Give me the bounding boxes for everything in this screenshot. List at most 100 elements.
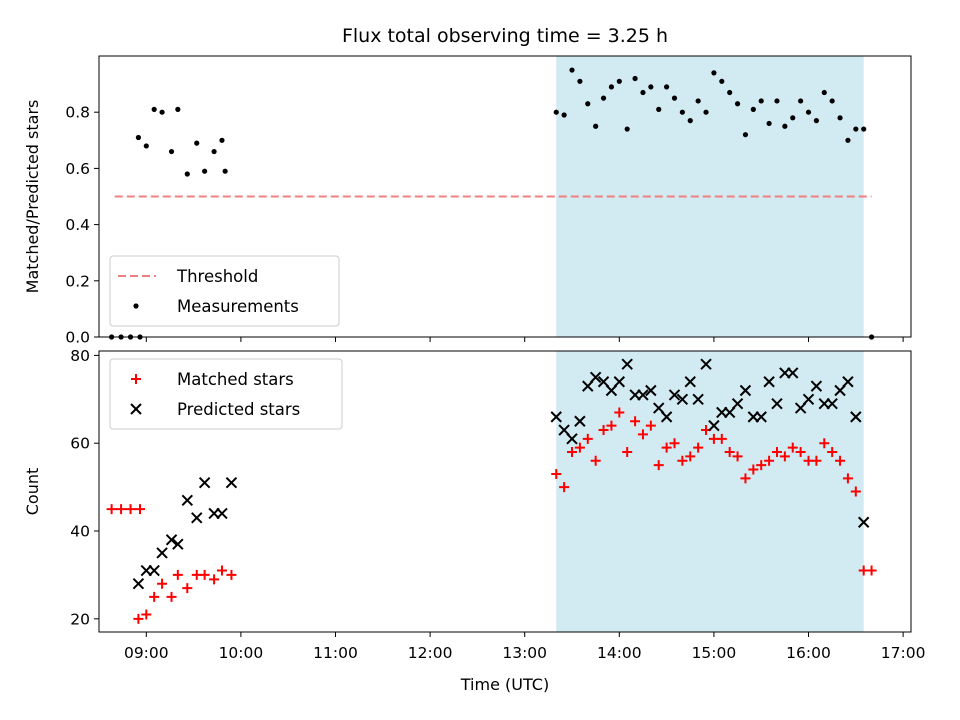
- data-point: [143, 143, 149, 149]
- data-point: [668, 389, 681, 401]
- data-point: [829, 98, 835, 104]
- data-point: [648, 84, 654, 90]
- data-point: [608, 84, 615, 90]
- data-point: [577, 78, 583, 84]
- data-point: [216, 507, 228, 520]
- data-point: [866, 565, 877, 576]
- data-point: [835, 455, 846, 466]
- data-point: [842, 376, 854, 388]
- y-axis-label: Matched/Predicted stars: [23, 100, 42, 294]
- data-point: [148, 564, 160, 577]
- data-point: [656, 106, 662, 112]
- x-axis-label: Time (UTC): [460, 675, 549, 694]
- data-point: [156, 547, 168, 559]
- data-point: [653, 460, 664, 471]
- data-point: [559, 482, 570, 493]
- legend-box: [109, 358, 343, 430]
- data-point: [168, 148, 175, 155]
- data-point: [141, 609, 152, 620]
- data-point: [621, 358, 633, 370]
- data-point: [731, 397, 744, 410]
- data-point: [842, 473, 853, 484]
- data-point: [711, 70, 717, 76]
- x-tick-label: 09:00: [124, 644, 169, 662]
- data-point: [172, 538, 184, 550]
- legend-swatch: [133, 303, 139, 309]
- data-point: [219, 137, 225, 143]
- data-point: [684, 376, 696, 388]
- legend-box: [109, 255, 340, 327]
- data-point: [637, 429, 648, 440]
- data-point: [574, 442, 585, 453]
- data-point: [798, 98, 804, 104]
- data-point: [758, 98, 764, 104]
- x-tick-label: 11:00: [313, 644, 358, 662]
- data-point: [165, 534, 178, 546]
- data-point: [755, 411, 767, 423]
- data-point: [613, 376, 626, 388]
- data-point: [566, 433, 578, 445]
- plot-area: [106, 358, 877, 624]
- data-point: [182, 583, 193, 594]
- data-point: [693, 442, 704, 453]
- data-point: [561, 112, 567, 118]
- data-point: [640, 89, 646, 96]
- data-point: [687, 118, 693, 124]
- y-axis-label: Count: [23, 468, 42, 516]
- legend-label: Measurements: [177, 297, 299, 316]
- data-point: [810, 380, 823, 392]
- series-measurements: [109, 67, 875, 340]
- data-point: [826, 397, 838, 410]
- data-point: [724, 446, 735, 457]
- data-point: [567, 446, 578, 457]
- legend: Threshold Measurements: [109, 255, 340, 327]
- data-point: [748, 464, 759, 475]
- data-point: [727, 89, 733, 96]
- data-point: [677, 455, 688, 466]
- data-point: [116, 504, 127, 515]
- data-point: [850, 411, 862, 423]
- y-tick-label: 0.2: [65, 272, 90, 290]
- data-point: [622, 446, 633, 457]
- data-point: [630, 416, 641, 427]
- data-point: [771, 397, 783, 410]
- data-point: [553, 109, 559, 115]
- ratio-panel: 0.0 0.2 0.4 0.6 0.8 Matched/Predicted stars Th…: [23, 55, 912, 347]
- plot-area: [109, 67, 875, 340]
- data-point: [166, 591, 177, 602]
- data-point: [199, 569, 210, 580]
- data-point: [795, 446, 806, 457]
- legend-label: Threshold: [176, 267, 258, 286]
- x-tick-label: 16:00: [786, 644, 831, 662]
- data-point: [669, 438, 680, 449]
- data-point: [574, 415, 586, 427]
- data-point: [551, 468, 562, 479]
- x-tick-label: 10:00: [219, 644, 264, 662]
- data-point: [787, 442, 798, 453]
- data-point: [211, 148, 217, 155]
- data-point: [766, 120, 772, 127]
- data-point: [606, 420, 617, 431]
- data-point: [742, 132, 749, 138]
- data-point: [813, 118, 819, 124]
- y-tick-label: 60: [70, 435, 90, 453]
- data-point: [569, 67, 575, 73]
- data-point: [598, 425, 609, 436]
- data-point: [703, 109, 709, 115]
- data-point: [661, 442, 672, 453]
- data-point: [827, 446, 838, 457]
- data-point: [853, 126, 859, 132]
- data-point: [637, 389, 649, 401]
- x-tick-label: 15:00: [692, 644, 737, 662]
- data-point: [175, 106, 181, 112]
- series-matched-stars: [106, 407, 877, 624]
- data-point: [191, 512, 203, 524]
- data-point: [624, 126, 630, 132]
- data-point: [600, 95, 607, 101]
- data-point: [645, 420, 656, 431]
- data-point: [225, 477, 238, 489]
- legend: Matched stars Predicted stars: [109, 358, 343, 430]
- x-tick-label: 13:00: [502, 644, 547, 662]
- data-point: [700, 358, 712, 370]
